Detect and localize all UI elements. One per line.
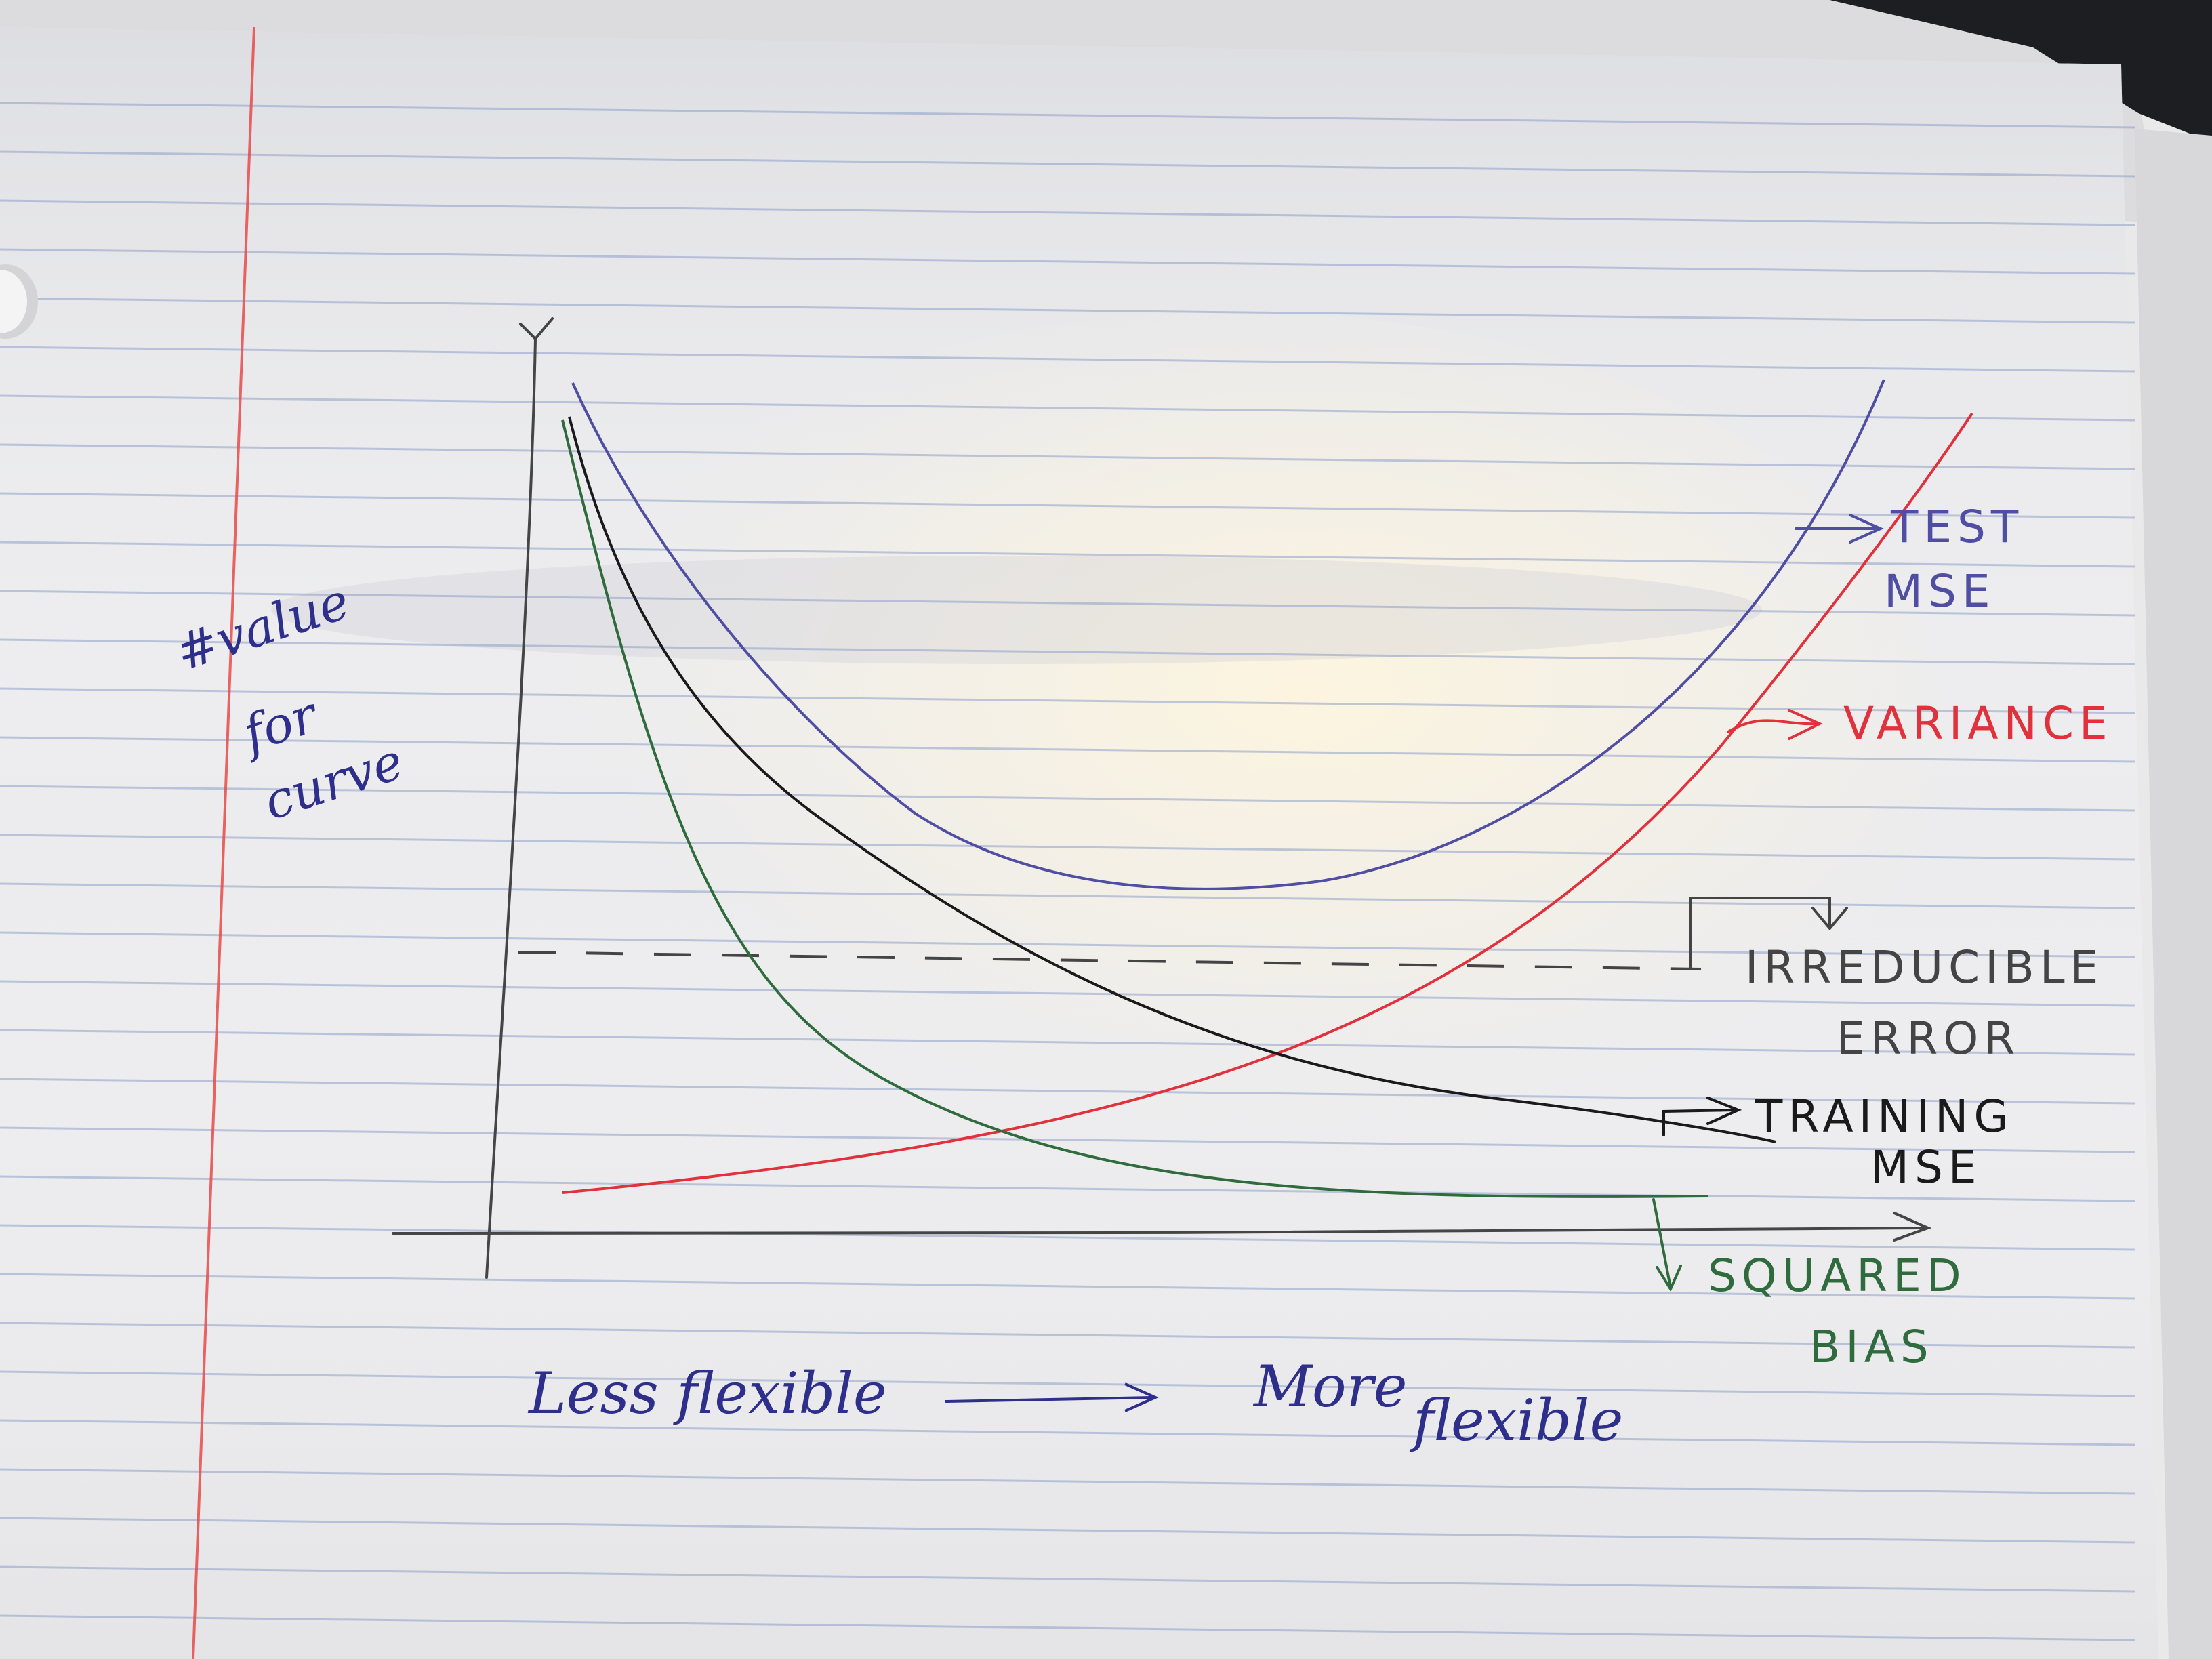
y-axis-arrowhead [519,317,554,341]
training-label-line-2: MSE [1870,1141,1982,1193]
ruled-lines [0,102,2135,1641]
ruled-line [0,1614,2135,1641]
ruled-line [0,834,2135,861]
ruled-line [0,248,2135,275]
ruled-line [0,590,2135,617]
ruled-line [0,1078,2135,1105]
bias-pointer-arrow [1652,1198,1682,1292]
ruled-line [0,297,2135,324]
y-axis [485,337,537,1279]
ruled-line [0,931,2135,958]
x-axis [392,1227,1926,1235]
ruled-line [0,1370,2135,1397]
punch-hole [0,264,38,339]
irreducible-pointer-arrow [1689,897,1848,970]
ruled-line [0,638,2135,665]
variance-label: VARIANCE [1843,697,2113,750]
x-axis-label: Less flexible More flexible [527,1353,1623,1454]
training-pointer-arrow [1662,1097,1742,1136]
ruled-line [0,1419,2135,1446]
ruled-line [0,1517,2135,1544]
ruled-line [0,736,2135,763]
training-label-line-1: TRAINING [1755,1090,2013,1143]
test-label-line-2: MSE [1884,565,1996,617]
irreducible-label-line-1: IRREDUCIBLE [1745,941,2104,994]
ruled-line [0,102,2135,129]
ruled-line [0,1273,2135,1300]
training-mse-curve [568,416,1776,1143]
ruled-line [0,150,2135,178]
test-label-line-1: TEST [1890,501,2024,553]
x-label-right-line-1: More [1252,1353,1407,1420]
ruled-line [0,1175,2135,1202]
curve-labels: TEST MSE VARIANCE IRREDUCIBLE ERROR TRAI… [1708,501,2113,1373]
x-label-right-line-2: flexible [1409,1387,1623,1454]
label-pointers [1652,514,1884,1292]
ruled-line [0,882,2135,909]
test-pointer-arrow [1795,514,1884,544]
ruled-line [0,492,2135,519]
squared-bias-curve [561,419,1708,1198]
ruled-line [0,1565,2135,1593]
axes [392,317,1932,1279]
ruled-line [0,1029,2135,1056]
ruled-line [0,1322,2135,1349]
ruled-line [0,199,2135,226]
bias-label-line-1: SQUARED [1708,1250,1967,1302]
ruled-line [0,687,2135,714]
irreducible-error-line [518,951,1702,970]
ruled-line [0,1224,2135,1251]
x-label-arrow [945,1382,1159,1412]
paper-sheet [0,27,2158,1659]
x-axis-arrowhead [1893,1212,1932,1242]
ruled-line [0,980,2135,1007]
variance-pointer-arrow [1727,709,1823,740]
ruled-line [0,1126,2135,1153]
x-label-left: Less flexible [527,1360,887,1427]
ruled-line [0,1468,2135,1495]
margin-line [192,26,255,1659]
test-mse-curve [571,379,1885,890]
bias-label-line-2: BIAS [1809,1321,1934,1373]
ruled-line [0,394,2135,422]
ruled-line [0,785,2135,812]
ruled-line [0,346,2135,373]
ruled-line [0,443,2135,470]
ruled-line [0,541,2135,568]
irreducible-label-line-2: ERROR [1837,1012,2020,1065]
variance-curve [562,412,1973,1194]
